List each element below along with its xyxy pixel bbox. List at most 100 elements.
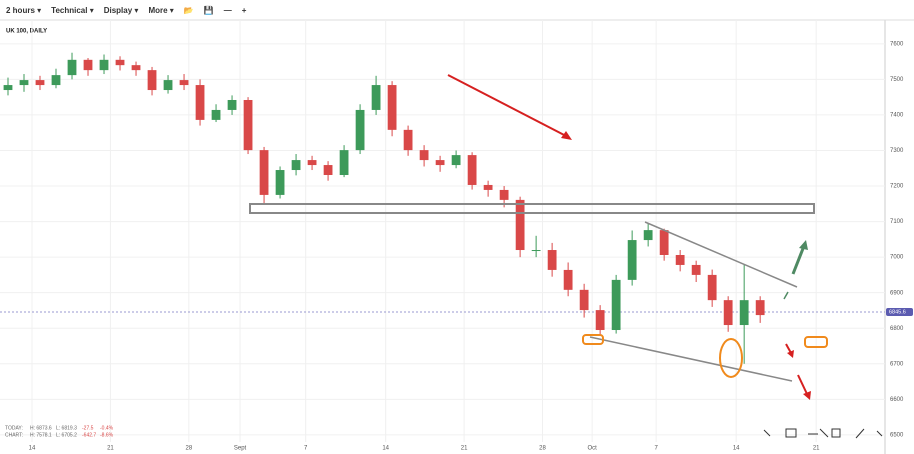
- candle-body: [371, 85, 381, 110]
- candle-body: [403, 129, 413, 151]
- open-icon[interactable]: 📂: [183, 5, 194, 15]
- stat: -27.5: [82, 425, 94, 431]
- x-tick-label: 7: [654, 446, 658, 452]
- support-zone: [249, 203, 815, 214]
- x-tick-label: 14: [382, 446, 389, 452]
- highlight: [719, 338, 743, 378]
- candle-body: [643, 230, 653, 241]
- interval-menu[interactable]: 2 hours: [6, 6, 41, 15]
- y-tick-label: 7300: [890, 148, 904, 154]
- y-tick-label: 6700: [890, 361, 904, 367]
- stat: H: 6873.6: [30, 425, 52, 431]
- zoom-in[interactable]: +: [241, 5, 247, 15]
- tool-icon[interactable]: [785, 428, 797, 438]
- candle-body: [67, 59, 77, 76]
- highlight: [582, 334, 604, 345]
- candle-body: [563, 269, 573, 290]
- highlight: [804, 336, 828, 348]
- candle-body: [483, 184, 493, 190]
- candle-body: [339, 150, 349, 176]
- zoom-out[interactable]: —: [223, 5, 232, 15]
- candle-body: [307, 160, 317, 166]
- y-tick-label: 7500: [890, 77, 904, 83]
- x-tick-label: 14: [733, 446, 740, 452]
- candle-body: [291, 160, 301, 171]
- stat: H: 7578.1: [30, 432, 52, 438]
- arrow: [785, 343, 792, 354]
- candle-body: [691, 264, 701, 275]
- candle-body: [467, 155, 477, 185]
- candle-body: [115, 59, 125, 66]
- arrow-head: [799, 240, 808, 250]
- stat: -642.7: [82, 432, 96, 438]
- candle-body: [515, 199, 525, 251]
- last-price-label: 6845.6: [889, 309, 906, 315]
- candle-body: [675, 254, 685, 265]
- candle-body: [419, 150, 429, 161]
- arrow-head: [803, 391, 811, 400]
- candle-body: [547, 250, 557, 270]
- candle-body: [35, 80, 45, 86]
- candle-body: [275, 170, 285, 195]
- arrow: [797, 374, 808, 395]
- candle-body: [611, 279, 621, 331]
- x-tick-label: 21: [107, 446, 114, 452]
- candle-body: [451, 155, 461, 166]
- candle-body: [435, 160, 445, 166]
- candle-body: [227, 99, 237, 110]
- candle-body: [243, 99, 253, 151]
- tool-icon[interactable]: [876, 430, 883, 437]
- y-tick-label: 7400: [890, 113, 904, 119]
- last-price-box: [886, 308, 913, 317]
- toolbar: 2 hours Technical Display More 📂 💾 — +: [0, 0, 914, 20]
- candle-body: [51, 75, 61, 86]
- y-tick-label: 7200: [890, 184, 904, 190]
- y-tick-label: 7000: [890, 255, 904, 261]
- drawing-tools: [763, 428, 883, 439]
- tool-icon[interactable]: [819, 428, 829, 438]
- candle-body: [195, 85, 205, 120]
- x-tick-label: 21: [813, 446, 820, 452]
- candle-body: [579, 289, 589, 311]
- candle-body: [723, 300, 733, 326]
- stat: -0.4%: [100, 425, 114, 431]
- candle-body: [163, 80, 173, 91]
- candle-body: [659, 230, 669, 255]
- tool-icon[interactable]: [763, 429, 771, 437]
- stat: -8.6%: [100, 432, 114, 438]
- candle-body: [627, 240, 637, 280]
- stat: L: 6705.2: [56, 432, 77, 438]
- candle-body: [131, 65, 141, 71]
- save-icon[interactable]: 💾: [203, 5, 214, 15]
- x-tick-label: 21: [461, 446, 468, 452]
- candle-body: [531, 250, 541, 252]
- tool-icon[interactable]: [831, 428, 841, 438]
- candle-body: [211, 109, 221, 120]
- menu[interactable]: Display: [104, 6, 139, 15]
- trend-line: [644, 221, 798, 288]
- y-tick-label: 6800: [890, 326, 904, 332]
- candle-body: [259, 150, 269, 195]
- candle-body: [595, 310, 605, 331]
- candle-body: [99, 59, 109, 71]
- tool-icon[interactable]: [855, 428, 865, 439]
- menu[interactable]: Technical: [51, 6, 94, 15]
- arrow-head: [561, 131, 572, 140]
- x-tick-label: 14: [29, 446, 36, 452]
- candle-body: [179, 80, 189, 86]
- candle-body: [3, 85, 13, 91]
- stat: TODAY:: [5, 425, 23, 431]
- x-tick-label: Oct: [587, 446, 597, 452]
- x-tick-label: Sept: [234, 446, 247, 452]
- y-tick-label: 7600: [890, 41, 904, 47]
- trend-line: [589, 336, 793, 382]
- y-tick-label: 6600: [890, 397, 904, 403]
- candle-body: [755, 300, 765, 316]
- annotations: [249, 74, 828, 400]
- menu[interactable]: More: [148, 6, 173, 15]
- x-tick-label: 7: [304, 446, 308, 452]
- arrow-head: [787, 350, 794, 358]
- candle-body: [499, 189, 509, 200]
